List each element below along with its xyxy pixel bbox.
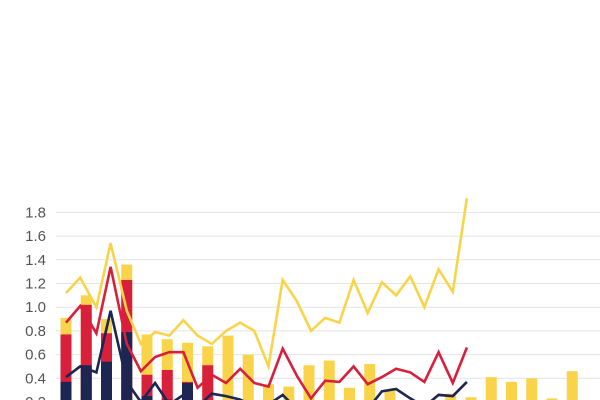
yellow-bar [263,384,274,400]
y-tick-label: 1.6 [25,228,46,245]
red-bar [80,304,92,400]
navy-bar [60,381,72,400]
y-tick-label: 1.0 [25,299,46,316]
y-tick-label: 0.8 [25,323,46,340]
red-line [65,266,469,400]
y-tick-label: 1.8 [25,204,46,221]
yellow-bar [546,398,558,400]
yellow-bar [222,335,234,400]
y-tick-label: 0.6 [25,347,46,364]
red-bar [141,374,153,400]
navy-bar [141,396,153,400]
bar-marks [60,264,578,400]
yellow-bar [344,387,355,400]
navy-bar [182,383,193,400]
navy-bar [101,361,112,400]
yellow-bar [303,365,315,400]
yellow-bar [465,397,477,400]
navy-bar [121,332,133,400]
y-tick-label: 0.2 [25,394,46,400]
y-axis-labels: 0.2 0.4 0.6 0.8 1.0 1.2 1.4 1.6 1.8 [25,204,46,400]
yellow-bar [506,381,517,400]
navy-line [65,310,468,400]
red-bar [60,334,72,400]
yellow-bar [283,386,295,400]
navy-bar [80,365,92,400]
yellow-bar [141,334,153,400]
yellow-bar [182,342,193,400]
yellow-bar [566,371,578,400]
yellow-bar [526,378,538,400]
y-tick-label: 1.2 [25,276,46,293]
line-series [65,198,469,400]
y-tick-label: 1.4 [25,252,46,269]
yellow-bar [161,339,173,400]
red-bar [202,365,214,400]
yellow-bar [485,377,497,400]
yellow-line [65,198,469,372]
yellow-bar [384,390,396,400]
y-tick-label: 0.4 [25,370,46,387]
red-bar [161,370,173,400]
